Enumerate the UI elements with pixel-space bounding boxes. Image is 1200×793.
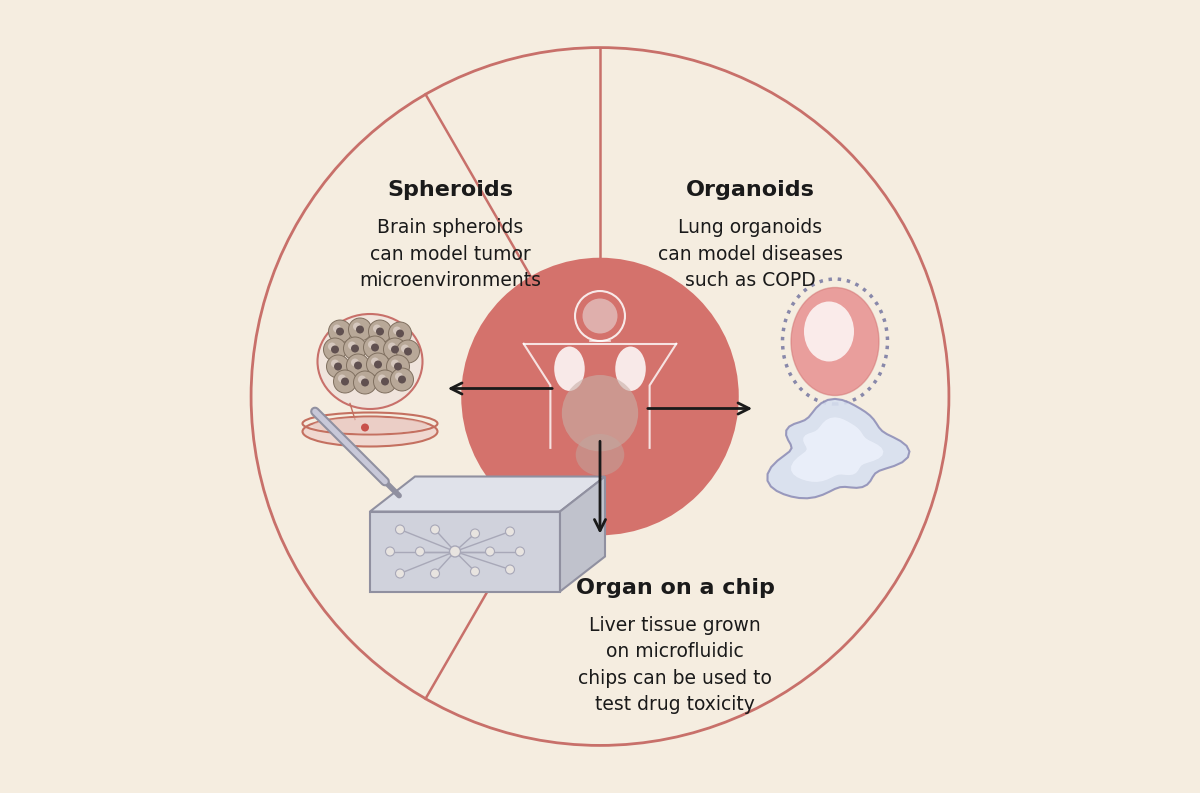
Circle shape: [338, 374, 346, 382]
Ellipse shape: [554, 347, 584, 391]
Circle shape: [516, 547, 524, 556]
Text: Liver tissue grown
on microfluidic
chips can be used to
test drug toxicity: Liver tissue grown on microfluidic chips…: [578, 616, 772, 714]
Circle shape: [331, 346, 340, 354]
Circle shape: [396, 525, 404, 534]
Circle shape: [461, 258, 739, 535]
Circle shape: [334, 370, 356, 393]
Circle shape: [368, 340, 376, 348]
Circle shape: [401, 344, 409, 353]
Circle shape: [343, 337, 366, 360]
Ellipse shape: [791, 288, 878, 396]
Circle shape: [373, 324, 382, 332]
Text: Lung organoids
can model diseases
such as COPD: Lung organoids can model diseases such a…: [658, 218, 842, 290]
Circle shape: [374, 361, 382, 369]
Circle shape: [352, 358, 359, 366]
Text: Spheroids: Spheroids: [386, 180, 514, 200]
Circle shape: [394, 327, 401, 335]
Circle shape: [358, 376, 366, 384]
Circle shape: [366, 353, 390, 376]
Text: Organoids: Organoids: [685, 180, 815, 200]
Circle shape: [391, 346, 398, 354]
Polygon shape: [768, 399, 910, 498]
Polygon shape: [560, 477, 605, 592]
Circle shape: [331, 359, 340, 367]
Circle shape: [336, 328, 344, 335]
Circle shape: [324, 338, 347, 361]
Circle shape: [378, 374, 386, 382]
Ellipse shape: [576, 434, 624, 476]
Circle shape: [391, 359, 400, 367]
Circle shape: [385, 547, 395, 556]
Circle shape: [505, 565, 515, 574]
Circle shape: [347, 354, 370, 377]
Circle shape: [361, 378, 370, 386]
Circle shape: [390, 368, 414, 391]
Polygon shape: [370, 511, 560, 592]
Circle shape: [352, 344, 359, 353]
Polygon shape: [791, 417, 883, 482]
Circle shape: [505, 527, 515, 536]
Circle shape: [364, 336, 386, 359]
Circle shape: [470, 567, 480, 576]
Circle shape: [373, 370, 396, 393]
Text: Brain spheroids
can model tumor
microenvironments: Brain spheroids can model tumor microenv…: [359, 218, 541, 290]
Circle shape: [382, 377, 389, 385]
Circle shape: [404, 347, 412, 355]
Circle shape: [396, 340, 420, 363]
Circle shape: [389, 322, 412, 345]
Circle shape: [334, 324, 341, 332]
Circle shape: [396, 330, 404, 338]
Circle shape: [354, 371, 377, 394]
Circle shape: [341, 377, 349, 385]
Circle shape: [431, 569, 439, 578]
Ellipse shape: [312, 417, 427, 434]
Circle shape: [328, 343, 336, 351]
Circle shape: [348, 342, 356, 350]
Circle shape: [431, 525, 439, 534]
Circle shape: [394, 362, 402, 370]
Circle shape: [371, 358, 379, 366]
Circle shape: [384, 338, 407, 361]
Text: Organ on a chip: Organ on a chip: [576, 578, 774, 598]
Circle shape: [371, 343, 379, 351]
Circle shape: [334, 362, 342, 370]
Circle shape: [368, 320, 391, 343]
Circle shape: [395, 373, 403, 381]
Ellipse shape: [318, 314, 422, 409]
Polygon shape: [370, 477, 605, 511]
Circle shape: [348, 318, 372, 341]
Circle shape: [361, 423, 370, 431]
Circle shape: [329, 320, 352, 343]
Circle shape: [356, 325, 364, 334]
Circle shape: [354, 362, 362, 370]
Ellipse shape: [804, 301, 854, 362]
Circle shape: [396, 569, 404, 578]
Circle shape: [486, 547, 494, 556]
Ellipse shape: [562, 375, 638, 451]
Circle shape: [582, 298, 618, 334]
Ellipse shape: [616, 347, 646, 391]
Circle shape: [388, 343, 396, 351]
Circle shape: [450, 546, 461, 557]
Circle shape: [470, 529, 480, 538]
Ellipse shape: [302, 416, 438, 446]
Circle shape: [353, 323, 361, 331]
Circle shape: [386, 355, 409, 378]
Circle shape: [326, 355, 349, 378]
Circle shape: [398, 376, 406, 384]
Circle shape: [415, 547, 425, 556]
Circle shape: [376, 328, 384, 335]
